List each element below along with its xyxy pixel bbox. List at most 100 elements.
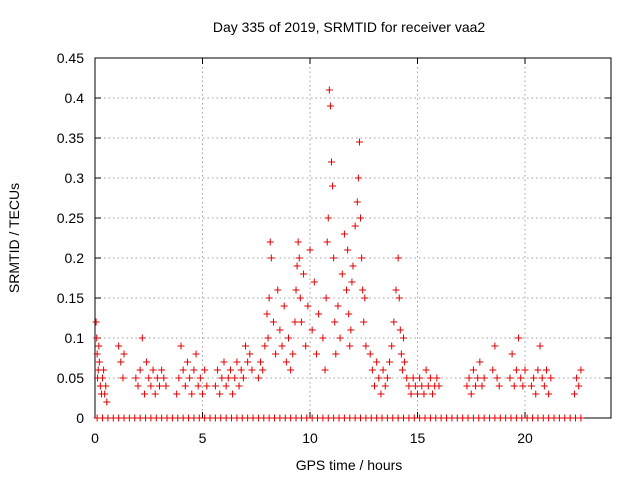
data-point — [292, 286, 300, 294]
data-point — [235, 382, 243, 390]
data-point — [353, 198, 361, 206]
data-point — [340, 230, 348, 238]
data-point — [495, 382, 503, 390]
data-point — [433, 374, 441, 382]
data-point — [244, 358, 252, 366]
data-point — [302, 342, 310, 350]
data-point — [229, 390, 237, 398]
x-axis-label: GPS time / hours — [296, 457, 403, 473]
data-point — [156, 382, 163, 390]
data-point — [147, 382, 155, 390]
data-point — [173, 390, 181, 398]
y-tick-label: 0.2 — [65, 250, 85, 266]
axis-ticks: 0 0.05 0.1 0.15 0.2 0.25 0.3 0.35 0.4 0.45 0 5 10 15 2… — [57, 50, 611, 446]
data-point — [203, 382, 211, 390]
data-point — [357, 214, 365, 222]
data-point — [547, 374, 555, 382]
data-point — [322, 294, 330, 302]
data-point — [319, 334, 327, 342]
data-point — [93, 334, 101, 342]
data-point — [282, 358, 290, 366]
data-point — [239, 374, 247, 382]
data-point — [388, 342, 396, 350]
data-point — [519, 382, 527, 390]
data-point — [272, 350, 280, 358]
data-point — [261, 342, 269, 350]
data-point — [323, 238, 331, 246]
data-point — [117, 358, 125, 366]
data-point — [201, 366, 209, 374]
data-point — [328, 158, 335, 166]
data-point — [194, 382, 202, 390]
data-point — [188, 390, 196, 398]
data-point — [151, 390, 159, 398]
data-point — [390, 318, 398, 326]
data-point — [467, 390, 475, 398]
data-point — [424, 382, 432, 390]
data-point — [233, 358, 241, 366]
data-point — [530, 374, 538, 382]
data-point — [331, 318, 339, 326]
data-point — [103, 398, 111, 406]
data-point — [295, 254, 303, 262]
data-point — [515, 334, 523, 342]
data-point — [573, 374, 581, 382]
y-tick-label: 0.45 — [57, 50, 84, 66]
data-point — [472, 382, 480, 390]
data-point — [300, 270, 308, 278]
data-point — [416, 374, 424, 382]
x-tick-label: 20 — [517, 430, 533, 446]
data-point — [398, 366, 406, 374]
data-point — [177, 342, 185, 350]
data-point — [371, 382, 378, 390]
data-points — [92, 86, 585, 422]
data-point — [278, 342, 286, 350]
data-point — [420, 390, 428, 398]
data-point — [100, 366, 108, 374]
data-point — [400, 334, 408, 342]
data-point — [242, 342, 249, 350]
data-point — [95, 358, 103, 366]
data-point — [257, 358, 265, 366]
data-point — [289, 350, 297, 358]
data-point — [136, 366, 144, 374]
data-point — [138, 334, 146, 342]
y-tick-label: 0.05 — [57, 370, 84, 386]
data-point — [315, 310, 323, 318]
data-point — [517, 374, 525, 382]
data-point — [463, 382, 471, 390]
data-point — [280, 302, 288, 310]
data-point — [358, 254, 366, 262]
y-axis-label: SRMTID / TECUs — [6, 183, 22, 293]
data-point — [493, 374, 501, 382]
data-point — [465, 374, 473, 382]
data-point — [405, 382, 413, 390]
data-point — [359, 286, 367, 294]
y-tick-label: 0.35 — [57, 130, 84, 146]
data-point — [267, 254, 275, 262]
data-point — [296, 294, 304, 302]
data-point — [521, 366, 529, 374]
data-point — [218, 374, 226, 382]
data-point — [276, 326, 284, 334]
data-point — [175, 374, 183, 382]
data-point — [162, 382, 170, 390]
data-point — [310, 278, 318, 286]
data-point — [362, 342, 370, 350]
data-point — [506, 374, 514, 382]
data-point — [577, 366, 585, 374]
data-point — [343, 286, 351, 294]
data-point — [396, 326, 404, 334]
data-point — [321, 366, 329, 374]
data-point — [143, 358, 151, 366]
data-point — [474, 374, 482, 382]
data-point — [231, 374, 239, 382]
data-point — [489, 366, 497, 374]
data-point — [401, 358, 409, 366]
data-point — [306, 246, 314, 254]
data-point — [297, 318, 305, 326]
data-point — [211, 382, 219, 390]
data-point — [418, 382, 426, 390]
data-point — [348, 278, 356, 286]
data-point — [543, 366, 550, 374]
